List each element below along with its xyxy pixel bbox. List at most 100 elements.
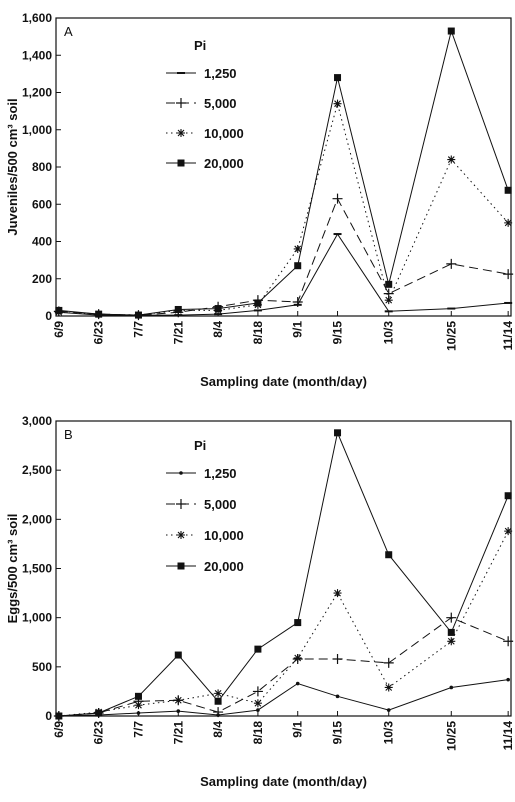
y-tick-label: 0 — [45, 709, 52, 723]
legend-marker — [176, 98, 186, 108]
x-tick-label: 8/4 — [211, 721, 225, 738]
legend: Pi 1,250 5,000 10,000 20,000 — [166, 438, 244, 574]
chart-panel-b: 0 500 1,000 1,500 2,000 2,500 3,000 6/9 6/23 7/7 7… — [5, 414, 515, 789]
data-point — [333, 99, 342, 108]
data-point — [506, 677, 510, 682]
y-tick-label: 2,000 — [22, 512, 52, 526]
data-point — [55, 712, 63, 720]
data-point — [214, 689, 223, 698]
data-point — [332, 193, 343, 204]
data-point — [134, 701, 143, 710]
data-point — [174, 696, 183, 705]
y-tick-label: 1,600 — [22, 11, 52, 25]
legend-marker — [177, 129, 185, 137]
legend-title: Pi — [194, 438, 206, 453]
series-line — [58, 29, 509, 316]
y-axis-label: Eggs/500 cm³ soil — [5, 514, 20, 624]
data-point — [449, 685, 454, 690]
plot-frame — [55, 17, 512, 317]
data-point — [446, 258, 457, 269]
x-tick-label: 10/3 — [382, 321, 396, 345]
data-point — [335, 694, 340, 699]
data-point — [385, 280, 393, 288]
data-point — [293, 653, 302, 662]
data-point — [334, 429, 342, 437]
y-tick-label: 200 — [32, 272, 52, 286]
panel-label: A — [64, 24, 73, 39]
data-point — [292, 297, 303, 308]
series-0 — [57, 677, 510, 718]
x-tick-label: 10/25 — [444, 321, 458, 351]
data-point — [295, 681, 300, 686]
x-tick-label: 11/14 — [501, 321, 515, 351]
data-point — [252, 686, 263, 697]
series-line — [58, 530, 509, 717]
x-tick-label: 10/25 — [444, 721, 458, 751]
x-tick-label: 6/23 — [92, 721, 106, 745]
x-tick-label: 7/21 — [171, 321, 185, 345]
data-point — [384, 683, 393, 692]
y-axis-label: Juveniles/500 cm³ soil — [5, 98, 20, 235]
data-point — [504, 218, 513, 227]
data-point — [294, 262, 302, 270]
x-tick-label: 11/14 — [501, 721, 515, 751]
data-point — [294, 619, 302, 627]
legend-label: 1,250 — [204, 66, 237, 81]
data-point — [174, 305, 182, 313]
data-point — [95, 310, 103, 318]
series-line — [58, 679, 509, 717]
legend-marker — [177, 562, 185, 570]
y-tick-label: 1,000 — [22, 123, 52, 137]
data-point — [174, 651, 182, 659]
y-tick-label: 2,500 — [22, 463, 52, 477]
data-point — [503, 269, 514, 280]
x-tick-label: 7/7 — [131, 321, 145, 338]
x-tick-label: 6/23 — [92, 321, 106, 345]
data-point — [55, 306, 63, 314]
panel-label: B — [64, 427, 73, 442]
data-point — [134, 692, 142, 700]
y-tick-label: 1,500 — [22, 562, 52, 576]
x-tick-label: 7/7 — [131, 721, 145, 738]
series-3 — [55, 429, 512, 720]
data-point — [134, 311, 142, 319]
legend-marker — [179, 471, 183, 475]
data-point — [214, 697, 222, 705]
data-point — [293, 244, 302, 253]
series-2 — [54, 99, 513, 320]
x-tick-label: 6/9 — [52, 721, 66, 738]
data-point — [384, 296, 393, 305]
data-point — [176, 709, 181, 713]
data-point — [213, 707, 224, 718]
x-tick-label: 6/9 — [52, 321, 66, 338]
data-point — [447, 637, 456, 646]
data-point — [385, 551, 393, 559]
x-tick-label: 8/4 — [211, 321, 225, 338]
series-line — [58, 101, 509, 316]
x-tick-label: 9/15 — [331, 321, 345, 345]
data-point — [214, 305, 222, 313]
x-tick-label: 8/18 — [251, 721, 265, 745]
chart-panel-a: 0 200 400 600 800 1,000 1,200 1,400 1,600 6/9 6/23… — [5, 11, 515, 389]
series-0 — [54, 233, 513, 317]
legend: Pi 1,250 5,000 10,000 20,000 — [166, 38, 244, 171]
y-tick-label: 0 — [45, 309, 52, 323]
data-point — [332, 653, 343, 664]
data-point — [136, 711, 141, 715]
series-line — [58, 233, 509, 316]
data-point — [504, 186, 512, 194]
data-point — [446, 612, 457, 623]
data-point — [504, 492, 512, 500]
series-line — [58, 197, 509, 316]
plot-frame — [55, 420, 512, 717]
legend-marker — [177, 531, 185, 539]
data-point — [386, 708, 391, 712]
data-point — [95, 709, 103, 717]
y-tick-label: 600 — [32, 197, 52, 211]
data-point — [333, 589, 342, 598]
data-point — [447, 27, 455, 35]
x-axis-label: Sampling date (month/day) — [200, 774, 367, 789]
legend-label: 10,000 — [204, 126, 244, 141]
data-point — [504, 527, 513, 536]
